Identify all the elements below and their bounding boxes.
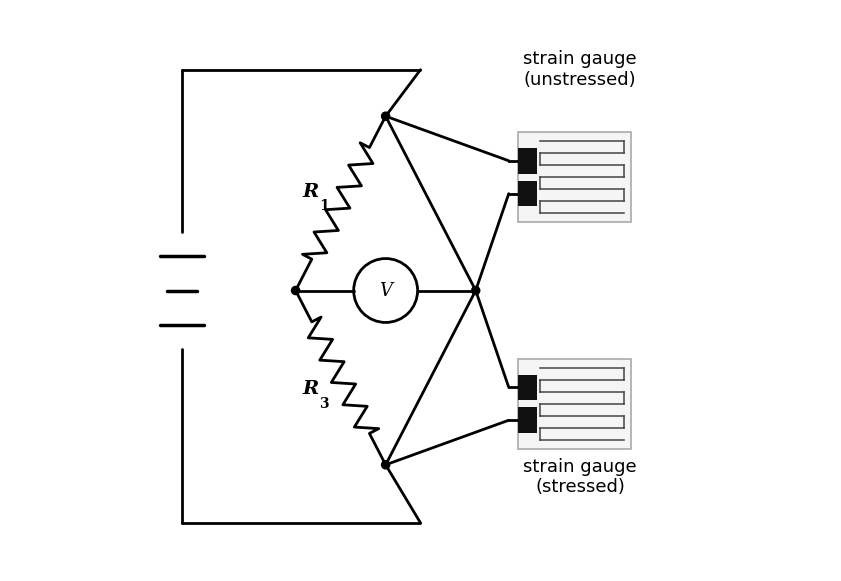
Text: R: R bbox=[303, 183, 319, 200]
Text: 3: 3 bbox=[319, 397, 329, 411]
Bar bbox=[518, 132, 631, 223]
Text: strain gauge
(unstressed): strain gauge (unstressed) bbox=[523, 50, 637, 89]
Bar bbox=[518, 148, 537, 174]
Bar bbox=[518, 181, 537, 206]
Circle shape bbox=[472, 286, 479, 295]
Text: V: V bbox=[379, 282, 392, 299]
Text: 1: 1 bbox=[319, 199, 329, 213]
Circle shape bbox=[382, 461, 389, 469]
Bar bbox=[518, 375, 537, 400]
Bar bbox=[518, 359, 631, 449]
Text: strain gauge
(stressed): strain gauge (stressed) bbox=[523, 458, 637, 496]
Circle shape bbox=[382, 112, 389, 120]
Circle shape bbox=[292, 286, 299, 295]
Bar bbox=[518, 407, 537, 433]
Text: R: R bbox=[303, 381, 319, 398]
